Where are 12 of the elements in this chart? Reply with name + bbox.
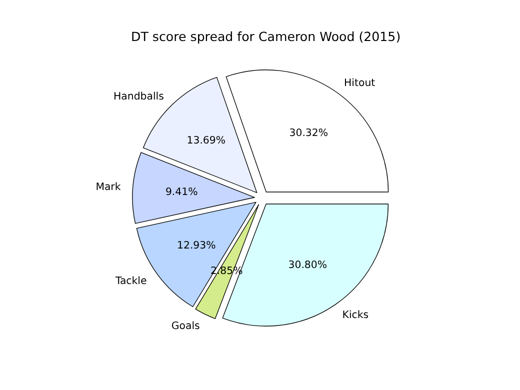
slice-label: Mark [96,182,121,194]
slice-label: Hitout [344,78,376,90]
chart-title: DT score spread for Cameron Wood (2015) [131,28,401,44]
data-label: 12.93% [177,240,216,252]
data-label: 30.32% [289,128,328,139]
slice-label: Handballs [114,91,164,102]
data-label: 13.69% [186,135,226,146]
data-label: 9.41% [165,187,198,198]
slice-label: Kicks [342,310,369,322]
data-label: 30.80% [288,260,328,271]
slice-label: Tackle [114,276,147,287]
slice-label: Goals [171,320,200,332]
